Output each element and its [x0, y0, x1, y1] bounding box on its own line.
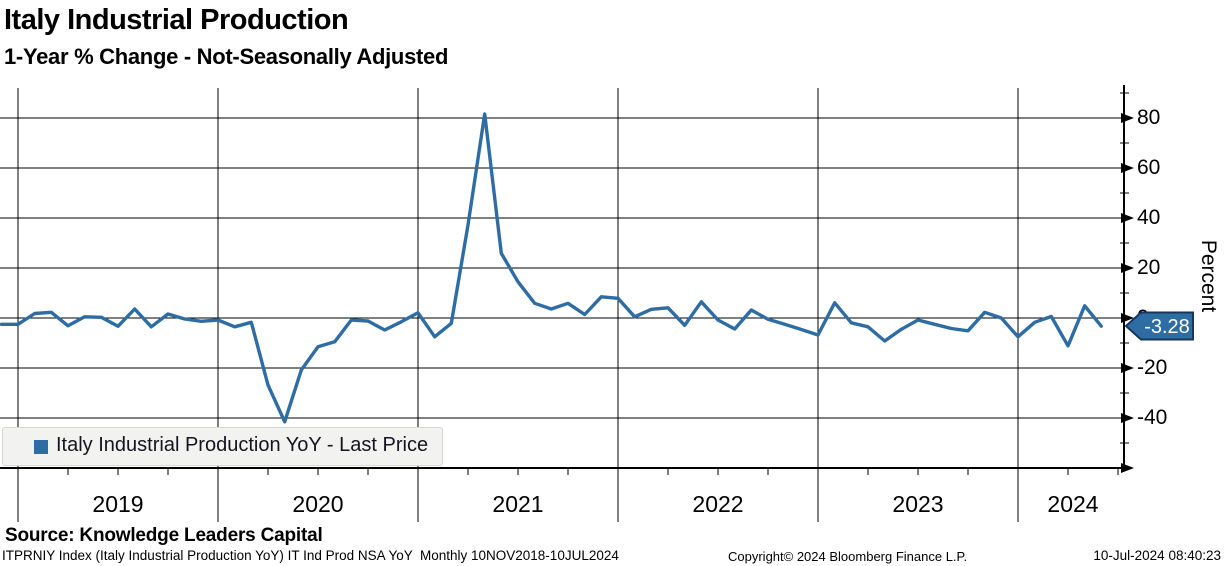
x-tick-label: 2023 [892, 491, 944, 517]
security-description: ITPRNIY Index (Italy Industrial Producti… [2, 548, 619, 563]
y-tick-label: 80 [1137, 106, 1161, 129]
timestamp: 10-Jul-2024 08:40:23 [1093, 548, 1221, 563]
copyright-notice: Copyright© 2024 Bloomberg Finance L.P. [728, 549, 968, 564]
y-axis-title: Percent [1197, 239, 1220, 313]
y-tick-label: -20 [1137, 356, 1168, 379]
source-credit: Source: Knowledge Leaders Capital [5, 525, 323, 546]
y-tick-label: 20 [1137, 256, 1161, 279]
grid-lines [0, 88, 1134, 522]
legend-swatch-icon [34, 440, 48, 454]
x-tick-label: 2024 [1047, 491, 1099, 517]
y-tick-label: 60 [1137, 156, 1161, 179]
x-tick-label: 2020 [292, 491, 344, 517]
chart-title: Italy Industrial Production [4, 4, 349, 36]
x-tick-label: 2021 [492, 491, 544, 517]
legend-label: Italy Industrial Production YoY - Last P… [56, 434, 429, 456]
axes [0, 85, 1134, 475]
last-price-badge-shape [1124, 311, 1194, 341]
chart-subtitle: 1-Year % Change - Not-Seasonally Adjuste… [4, 44, 449, 69]
x-tick-label: 2022 [692, 491, 744, 517]
series-line [0, 112, 1104, 424]
last-price-value: -3.28 [1144, 316, 1190, 338]
legend: Italy Industrial Production YoY - Last P… [2, 427, 443, 466]
x-tick-label: 2019 [92, 491, 144, 517]
y-tick-label: -40 [1137, 406, 1168, 429]
last-price-badge: -3.28 [1124, 311, 1194, 341]
y-tick-label: 40 [1137, 206, 1161, 229]
